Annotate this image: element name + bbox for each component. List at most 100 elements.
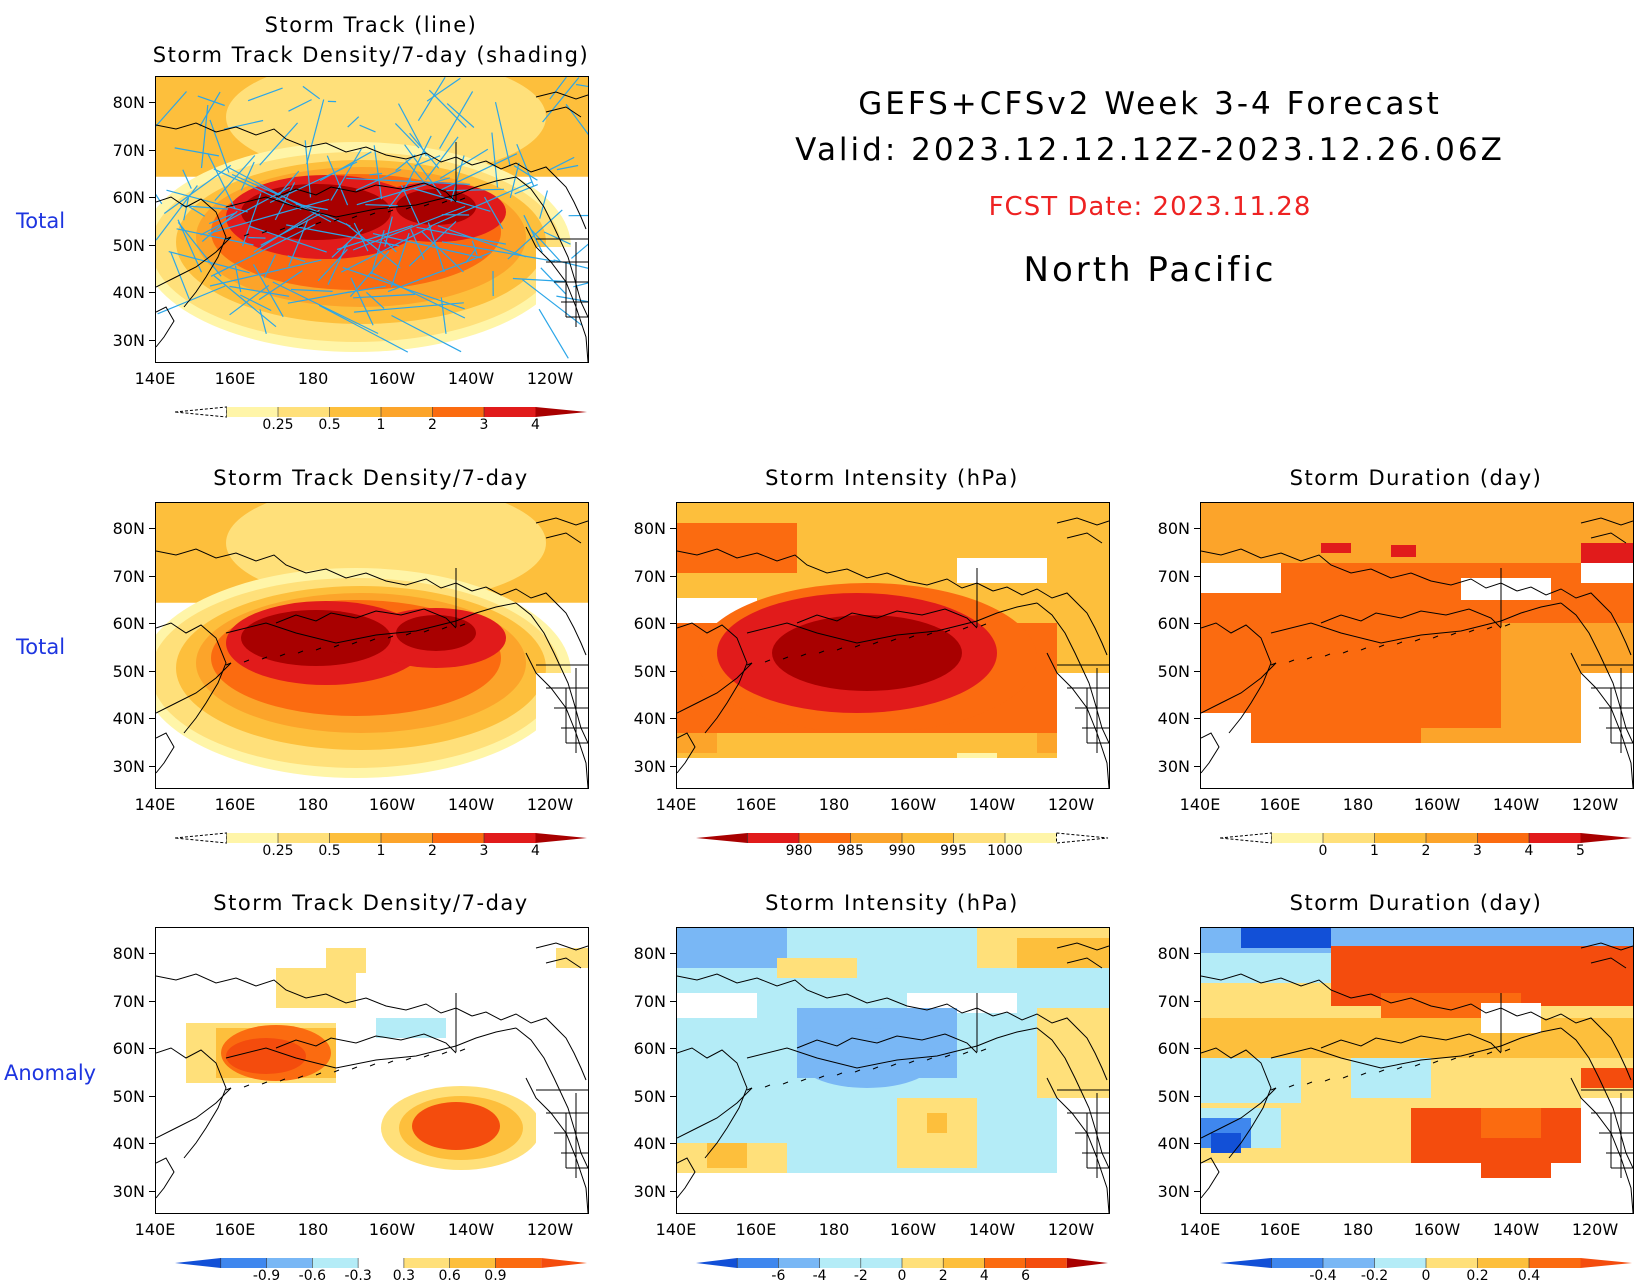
colorbar-segment [433, 407, 485, 417]
x-tick-label: 160E [726, 795, 786, 814]
y-tick-mark [149, 1096, 155, 1097]
y-tick-mark [149, 576, 155, 577]
y-tick-mark [149, 1001, 155, 1002]
panel-title: Storm Intensity (hPa) [636, 463, 1148, 493]
land-mask [536, 673, 588, 788]
y-tick-label: 80N [105, 93, 145, 112]
field-contour [226, 1038, 306, 1074]
y-tick-label: 80N [1150, 944, 1190, 963]
colorbar-segment [1529, 1258, 1581, 1268]
no-data [1581, 563, 1633, 583]
colorbar-label: 2 [408, 843, 458, 859]
y-tick-mark [149, 953, 155, 954]
shaded-field [156, 928, 588, 1213]
colorbar-end [175, 833, 227, 843]
panel-title: Storm Track (line) Storm Track Density/7… [115, 10, 627, 70]
map-field [156, 928, 588, 1213]
y-tick-label: 70N [105, 141, 145, 160]
colorbar-label: 0.5 [305, 417, 355, 433]
colorbar-label: 1 [356, 417, 406, 433]
colorbar-segment [778, 1258, 819, 1268]
panel-title: Storm Track Density/7-day [115, 463, 627, 493]
field-cell [1037, 1008, 1109, 1098]
y-tick-mark [1194, 528, 1200, 529]
y-tick-mark [670, 1001, 676, 1002]
y-tick-label: 30N [626, 1182, 666, 1201]
field-contour [412, 1102, 500, 1150]
map-frame [155, 76, 589, 363]
field-cell [376, 1018, 446, 1038]
colorbar-label: 1 [1350, 843, 1400, 859]
row-label-2: Total [16, 635, 65, 659]
colorbar-segment [1323, 833, 1375, 843]
colorbar-segment [1272, 833, 1324, 843]
map-field [156, 77, 588, 362]
y-tick-label: 50N [1150, 1087, 1190, 1106]
y-tick-label: 40N [1150, 709, 1190, 728]
colorbar-label: 2 [408, 417, 458, 433]
colorbar-end [175, 1258, 221, 1268]
y-tick-label: 30N [1150, 1182, 1190, 1201]
colorbar-segment [278, 407, 330, 417]
colorbar-label: 3 [459, 843, 509, 859]
y-tick-mark [670, 953, 676, 954]
colorbar-end [1220, 833, 1272, 843]
header-line1: GEFS+CFSv2 Week 3-4 Forecast [760, 86, 1540, 122]
field-cell [717, 733, 1037, 755]
land-mask [536, 247, 588, 362]
colorbar-segment [954, 833, 1006, 843]
map-field [156, 503, 588, 788]
map-field [677, 503, 1109, 788]
colorbar-segment [1323, 1258, 1375, 1268]
shaded-field [156, 77, 588, 362]
y-tick-label: 40N [626, 1134, 666, 1153]
colorbar-segment [1529, 833, 1581, 843]
x-tick-label: 120W [1565, 795, 1625, 814]
x-tick-label: 120W [1565, 1220, 1625, 1239]
y-tick-mark [149, 623, 155, 624]
field-cell [1201, 953, 1331, 983]
x-tick-label: 180 [283, 369, 343, 388]
colorbar-segment [902, 1258, 943, 1268]
colorbar-segment [404, 1258, 450, 1268]
colorbar-segment [1005, 833, 1057, 843]
x-tick-label: 140E [1170, 1220, 1230, 1239]
field-cell [1501, 633, 1581, 743]
y-tick-mark [149, 197, 155, 198]
shaded-field [677, 503, 1109, 788]
y-tick-mark [1194, 1191, 1200, 1192]
x-tick-label: 180 [1328, 795, 1388, 814]
x-tick-label: 180 [283, 795, 343, 814]
colorbar-segment [1375, 833, 1427, 843]
y-tick-label: 60N [626, 1039, 666, 1058]
colorbar-segment [495, 1258, 541, 1268]
y-tick-mark [149, 1191, 155, 1192]
no-data [1481, 1003, 1541, 1033]
colorbar-segment [312, 1258, 358, 1268]
y-tick-mark [1194, 1096, 1200, 1097]
colorbar-label: 980 [774, 843, 824, 859]
colorbar-label: 0 [1401, 1268, 1451, 1284]
colorbar-segment [278, 833, 330, 843]
y-tick-label: 80N [1150, 519, 1190, 538]
x-tick-label: 140W [441, 1220, 501, 1239]
y-tick-mark [149, 150, 155, 151]
map-frame [676, 502, 1110, 789]
x-tick-label: 160E [205, 795, 265, 814]
colorbar-label: 0 [1298, 843, 1348, 859]
x-tick-label: 160E [1250, 1220, 1310, 1239]
y-tick-label: 40N [105, 709, 145, 728]
colorbar-label: 3 [459, 417, 509, 433]
y-tick-label: 50N [1150, 662, 1190, 681]
y-tick-label: 60N [626, 614, 666, 633]
no-data [1201, 563, 1281, 593]
field-cell [1481, 1108, 1541, 1138]
colorbar-end [1057, 833, 1109, 843]
field-cell [1391, 545, 1416, 557]
colorbar-segment [267, 1258, 313, 1268]
x-tick-label: 180 [804, 795, 864, 814]
x-tick-label: 160W [362, 1220, 422, 1239]
panel-title: Storm Track Density/7-day [115, 888, 627, 918]
y-tick-label: 50N [105, 236, 145, 255]
fcst-date: FCST Date: 2023.11.28 [760, 192, 1540, 222]
